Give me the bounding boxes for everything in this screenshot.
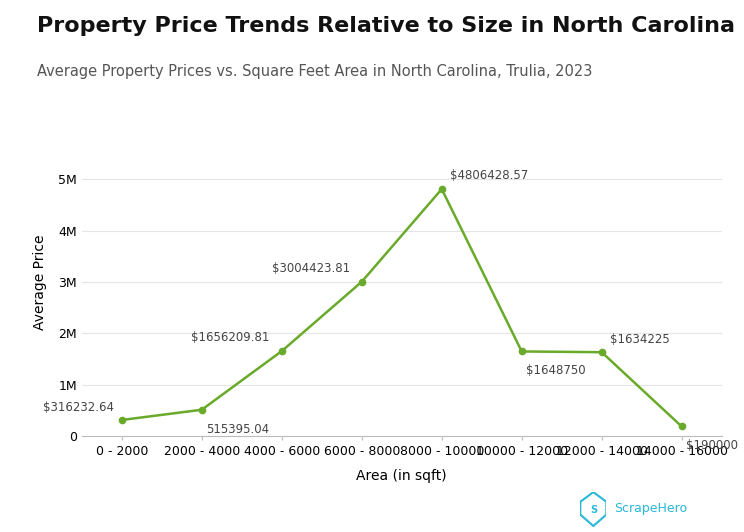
Text: $190000: $190000 xyxy=(686,439,738,452)
Text: S: S xyxy=(590,505,597,515)
Text: $3004423.81: $3004423.81 xyxy=(272,262,350,275)
Text: Property Price Trends Relative to Size in North Carolina: Property Price Trends Relative to Size i… xyxy=(37,16,735,36)
Text: $1634225: $1634225 xyxy=(610,332,670,345)
Text: $316232.64: $316232.64 xyxy=(43,401,114,414)
Text: ScrapeHero: ScrapeHero xyxy=(614,502,687,514)
X-axis label: Area (in sqft): Area (in sqft) xyxy=(356,469,447,484)
Text: $1656209.81: $1656209.81 xyxy=(191,331,270,344)
Text: $1648750: $1648750 xyxy=(526,364,586,377)
Text: $4806428.57: $4806428.57 xyxy=(449,169,528,182)
Text: 515395.04: 515395.04 xyxy=(206,422,269,436)
Text: Average Property Prices vs. Square Feet Area in North Carolina, Trulia, 2023: Average Property Prices vs. Square Feet … xyxy=(37,64,592,79)
Y-axis label: Average Price: Average Price xyxy=(33,234,47,330)
